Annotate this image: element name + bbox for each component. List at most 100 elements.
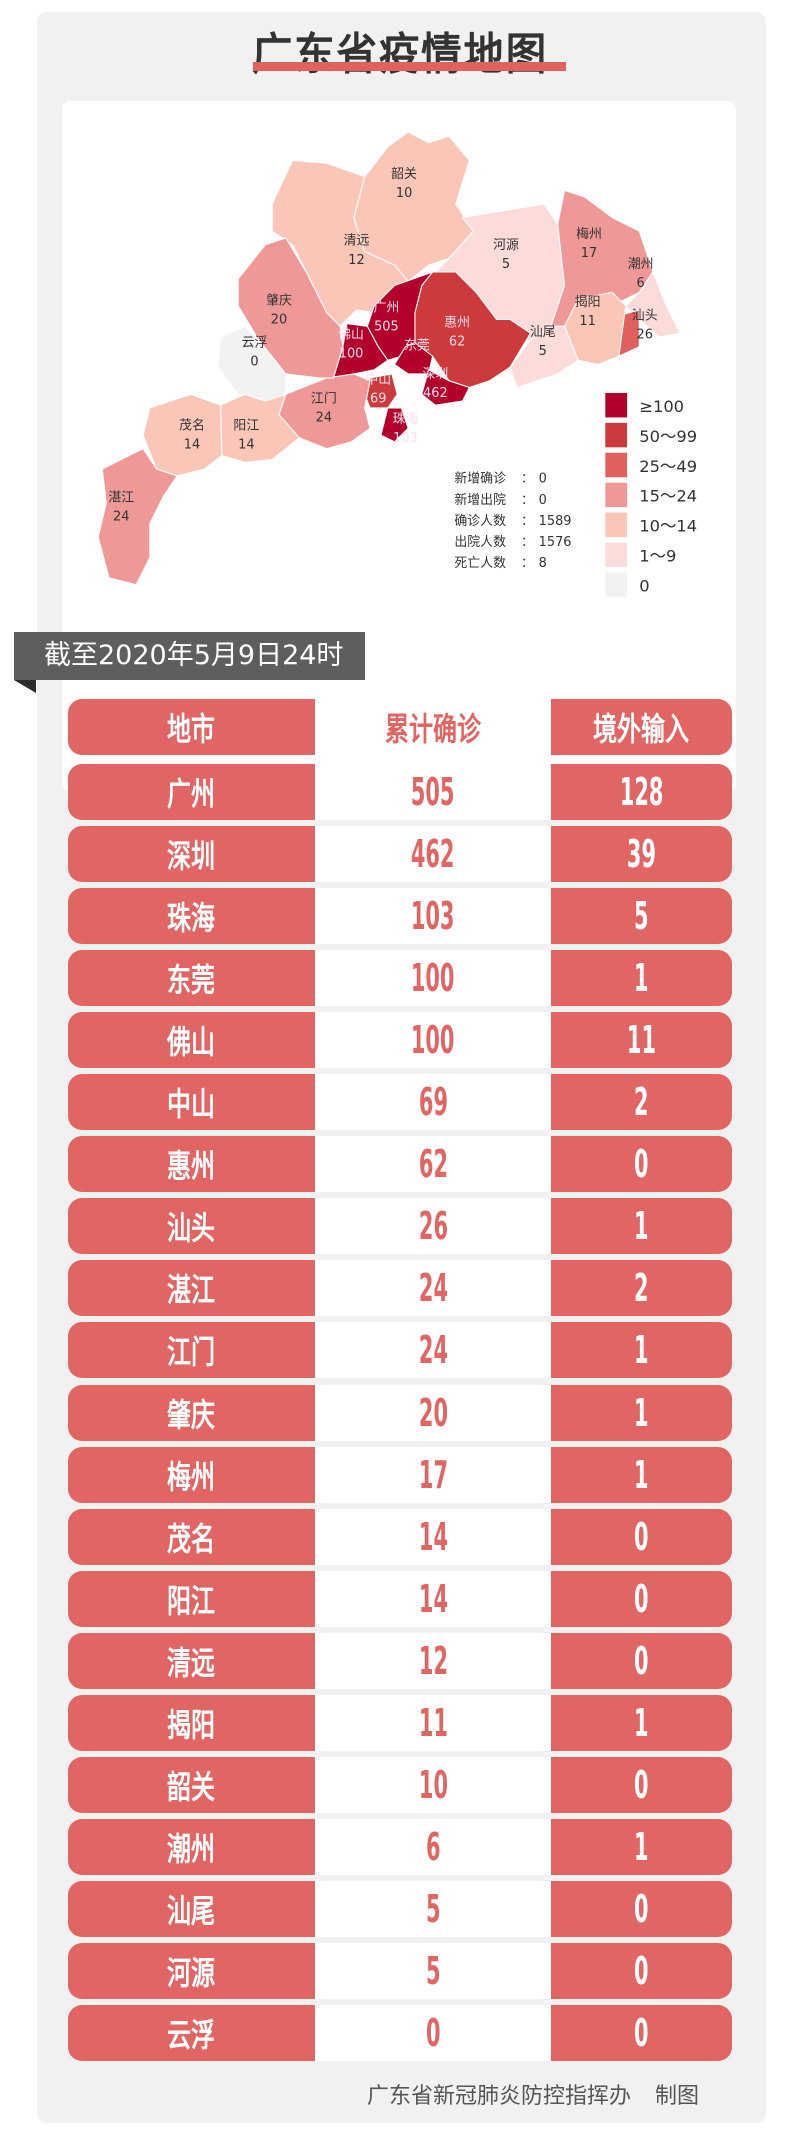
cell-city-text: 潮州 [167, 1829, 216, 1868]
header-imported: 境外输入 [551, 699, 732, 755]
cell-total-confirmed-text: 62 [418, 1142, 448, 1187]
map-region-value: 62 [449, 334, 465, 349]
cell-city: 汕尾 [68, 1880, 315, 1937]
cell-city: 阳江 [68, 1570, 315, 1627]
banner-fold [14, 680, 36, 693]
header-imported-text: 境外输入 [593, 710, 690, 748]
table-row: 江门 24 1 [68, 1322, 732, 1379]
legend-swatch [605, 392, 628, 418]
map-region-value: 462 [423, 386, 448, 401]
cell-total-confirmed: 24 [315, 1322, 551, 1379]
cell-imported: 5 [551, 888, 732, 945]
cell-imported-text: 2 [634, 1266, 649, 1311]
legend-label: 25～49 [639, 457, 697, 476]
legend-label: 0 [639, 576, 649, 595]
stat-colon: ： [521, 556, 534, 571]
cell-city: 云浮 [68, 2005, 315, 2061]
cell-imported: 1 [551, 1818, 732, 1875]
stat-label: 新增出院 [454, 492, 506, 508]
cell-total-confirmed-text: 14 [418, 1514, 448, 1559]
header-city: 地市 [68, 699, 315, 755]
cell-imported: 0 [551, 1508, 732, 1565]
map-region-19 [142, 393, 223, 477]
cell-total-confirmed: 6 [315, 1818, 551, 1875]
header-city-text: 地市 [167, 710, 216, 748]
map-region-20 [97, 447, 178, 586]
map-region-value: 103 [393, 431, 418, 446]
cell-city-text: 江门 [167, 1333, 216, 1372]
cell-total-confirmed: 103 [315, 888, 551, 945]
cell-city-text: 云浮 [167, 2016, 216, 2054]
table-row: 阳江 14 0 [68, 1570, 732, 1627]
cell-imported-text: 0 [634, 1514, 649, 1559]
cell-imported: 0 [551, 1880, 732, 1937]
table-row: 清远 12 0 [68, 1632, 732, 1689]
map-region-value: 505 [374, 319, 399, 334]
title-underline [253, 62, 566, 71]
map-region-14 [380, 407, 409, 443]
cell-total-confirmed: 5 [315, 1880, 551, 1937]
table-row: 中山 69 2 [68, 1074, 732, 1131]
cell-city: 佛山 [68, 1012, 315, 1069]
stat-value: 0 [539, 472, 547, 487]
cell-total-confirmed: 0 [315, 2005, 551, 2061]
cell-total-confirmed-text: 11 [418, 1700, 448, 1745]
cell-imported-text: 0 [634, 1886, 649, 1931]
map-region-value: 6 [637, 276, 645, 291]
map-region-name: 潮州 [628, 257, 654, 272]
cell-imported: 0 [551, 1942, 732, 1999]
table-row: 云浮 0 0 [68, 2005, 732, 2061]
cell-imported-text: 1 [634, 956, 649, 1001]
cell-imported-text: 1 [634, 1452, 649, 1497]
map-region-name: 广州 [373, 300, 399, 315]
map-region-name: 云浮 [242, 336, 268, 351]
table-row: 珠海 103 5 [68, 888, 732, 945]
cell-total-confirmed: 100 [315, 950, 551, 1007]
cell-city-text: 汕头 [167, 1209, 216, 1248]
table-row: 韶关 10 0 [68, 1756, 732, 1813]
cell-total-confirmed-text: 5 [425, 1948, 441, 1993]
cell-city-text: 汕尾 [167, 1891, 216, 1930]
legend-swatch [605, 572, 628, 597]
stat-value: 8 [539, 556, 547, 571]
legend-label: 1～9 [639, 547, 676, 566]
footer-org: 广东省新冠肺炎防控指挥办 [367, 2084, 632, 2109]
cell-city-text: 东莞 [167, 961, 216, 1000]
cell-total-confirmed-text: 0 [425, 2011, 441, 2055]
map-region-name: 清远 [344, 234, 370, 249]
map-region-value: 24 [316, 410, 332, 425]
map-region-value: 5 [502, 257, 510, 272]
cell-city: 江门 [68, 1322, 315, 1379]
cell-imported: 0 [551, 1756, 732, 1813]
cell-imported-text: 1 [634, 1700, 649, 1745]
map-region-name: 深圳 [422, 367, 448, 382]
cell-city: 河源 [68, 1942, 315, 1999]
cell-imported: 1 [551, 1198, 732, 1255]
map-region-value: 17 [581, 246, 597, 261]
cell-city-text: 湛江 [167, 1271, 216, 1310]
footer-credit: 广东省新冠肺炎防控指挥办 制图 [367, 2078, 699, 2110]
cell-total-confirmed-text: 10 [418, 1762, 448, 1807]
cell-imported: 1 [551, 1384, 732, 1441]
cell-imported-text: 0 [634, 1142, 649, 1187]
cell-total-confirmed-text: 69 [418, 1080, 448, 1125]
map-region-value: 5 [539, 344, 547, 359]
table-row: 揭阳 11 1 [68, 1694, 732, 1751]
cell-city: 湛江 [68, 1260, 315, 1317]
cell-total-confirmed: 62 [315, 1136, 551, 1193]
table-row: 肇庆 20 1 [68, 1384, 732, 1441]
cell-imported: 1 [551, 1694, 732, 1751]
map-region-7 [509, 325, 579, 389]
legend-label: 50～99 [639, 427, 697, 446]
stat-colon: ： [521, 535, 534, 550]
cell-total-confirmed-text: 505 [411, 770, 455, 814]
cell-city: 汕头 [68, 1198, 315, 1255]
cell-total-confirmed-text: 14 [418, 1576, 448, 1621]
cell-city: 珠海 [68, 888, 315, 945]
table-row: 潮州 6 1 [68, 1818, 732, 1875]
stat-label: 出院人数 [454, 535, 506, 550]
cell-imported-text: 1 [634, 1390, 649, 1435]
map-region-value: 14 [238, 438, 254, 453]
cell-imported-text: 5 [634, 894, 649, 939]
cell-total-confirmed: 12 [315, 1632, 551, 1689]
